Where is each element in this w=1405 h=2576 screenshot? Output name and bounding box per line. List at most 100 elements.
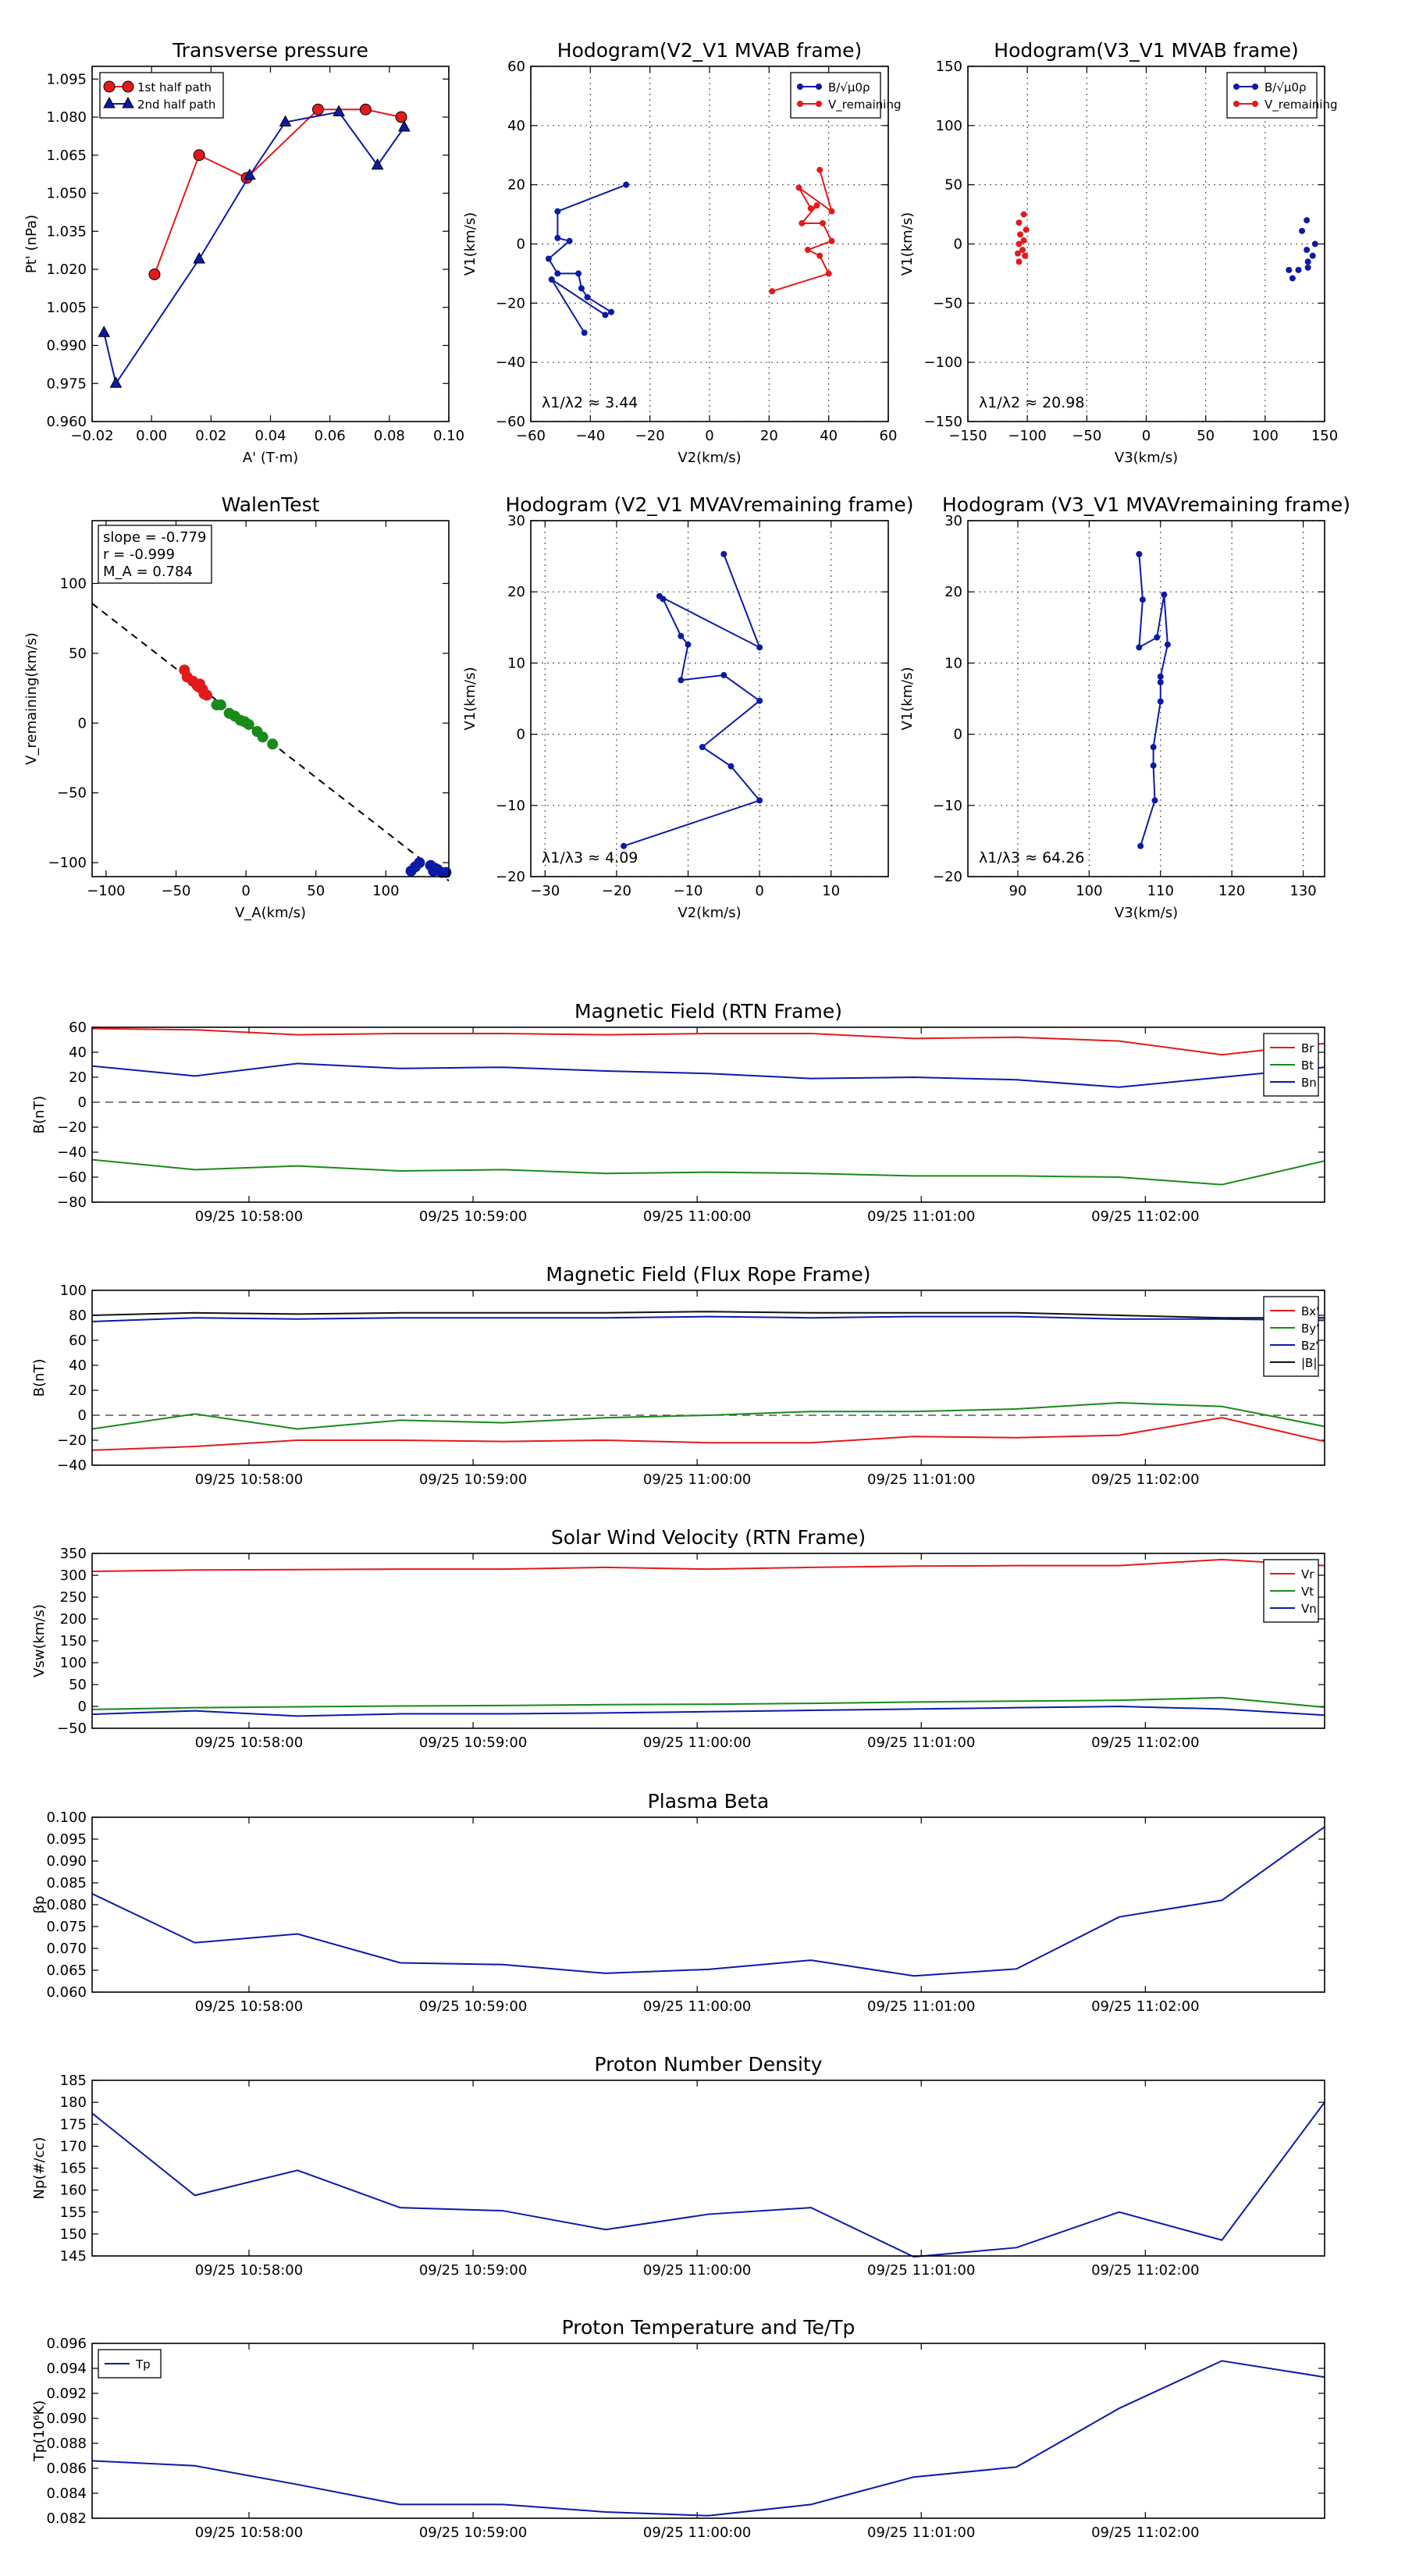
data-point-marker <box>333 105 345 116</box>
data-point-marker <box>816 252 823 259</box>
data-point-marker <box>1022 252 1029 259</box>
data-point-marker <box>1016 240 1023 247</box>
data-point-marker <box>828 208 835 215</box>
data-point-marker <box>820 219 827 226</box>
data-point-marker <box>1161 591 1168 598</box>
x-tick-label: 0.04 <box>254 428 286 444</box>
y-axis-label: Pt' (nPa) <box>23 215 40 273</box>
data-point-marker <box>1136 644 1143 651</box>
y-tick-label: −20 <box>933 869 962 885</box>
legend-label: Bt <box>1301 1059 1314 1073</box>
legend-box <box>99 72 224 119</box>
data-point-marker <box>193 251 205 264</box>
chart-title: Proton Number Density <box>595 2053 823 2076</box>
y-tick-label: −100 <box>48 855 87 871</box>
data-point-marker <box>685 641 692 648</box>
y-tick-label: −60 <box>496 414 525 430</box>
chart-title: Magnetic Field (RTN Frame) <box>574 1000 842 1023</box>
y-tick-label: 0 <box>78 1407 87 1424</box>
x-tick-label: 60 <box>880 428 898 444</box>
y-tick-label: 1.050 <box>46 186 87 202</box>
legend-label: Vt <box>1301 1585 1314 1599</box>
x-tick-label: 100 <box>372 883 399 899</box>
y-tick-label: 0 <box>517 727 525 743</box>
data-point-marker <box>1304 258 1311 265</box>
y-tick-label: −20 <box>496 295 525 311</box>
chart-title: Proton Temperature and Te/Tp <box>562 2316 855 2339</box>
y-axis-label: βp <box>31 1896 48 1914</box>
y-tick-label: 0 <box>78 715 87 731</box>
x-tick-label: 09/25 11:02:00 <box>1091 2262 1199 2279</box>
y-tick-label: 1.080 <box>46 109 87 126</box>
legend-marker <box>1233 101 1240 107</box>
y-axis-label: V1(km/s) <box>899 667 916 730</box>
data-point-marker <box>359 103 372 116</box>
data-point-marker <box>756 644 763 651</box>
x-tick-label: 120 <box>1218 883 1245 899</box>
y-tick-label: 0.090 <box>46 1853 87 1870</box>
series-line-blue <box>623 553 761 847</box>
legend-marker <box>122 80 134 93</box>
axes-frame <box>91 1290 1325 1466</box>
legend-box <box>1226 72 1318 119</box>
y-tick-label: 1.005 <box>46 300 87 316</box>
x-tick-label: −30 <box>530 883 560 899</box>
y-tick-label: 170 <box>60 2138 87 2154</box>
data-point-marker <box>575 270 582 277</box>
legend-label: Vr <box>1301 1567 1314 1582</box>
data-point-marker <box>1299 227 1306 234</box>
y-tick-label: 0.065 <box>46 1962 87 1979</box>
x-tick-label: 0.02 <box>195 428 226 444</box>
chart-title: Solar Wind Velocity (RTN Frame) <box>551 1526 866 1549</box>
y-tick-label: 100 <box>60 1655 87 1671</box>
y-tick-label: −50 <box>57 785 87 802</box>
chart-hodo_v2v1: −60 −40 −20 0 20 40 60 −60 −40 −20 0 20 40 60 Hodogram… <box>462 39 902 466</box>
x-tick-label: 09/25 11:01:00 <box>867 1208 975 1225</box>
data-point-marker <box>756 697 763 704</box>
x-axis-label: V3(km/s) <box>1115 450 1178 466</box>
data-point-marker <box>769 288 776 295</box>
series-line-Vr <box>91 1558 1325 1572</box>
series-line-Bx' <box>91 1417 1325 1451</box>
chart-sw_vel: 09/25 10:58:00 09/25 10:59:00 09/25 11:00:… <box>31 1526 1325 1751</box>
y-tick-label: 350 <box>60 1546 87 1562</box>
data-point-marker <box>279 115 292 126</box>
series-line-Vt <box>91 1696 1325 1710</box>
y-tick-label: 185 <box>60 2073 87 2089</box>
chart-temp: 09/25 10:58:00 09/25 10:59:00 09/25 11:00:… <box>31 2316 1325 2541</box>
data-point-marker <box>1304 217 1311 224</box>
axes-frame <box>91 520 450 877</box>
legend-marker <box>797 101 803 107</box>
data-point-marker <box>1286 266 1293 273</box>
y-tick-label: 250 <box>60 1589 87 1606</box>
data-point-marker <box>1137 842 1144 849</box>
x-tick-label: 09/25 11:01:00 <box>867 1998 975 2015</box>
x-tick-label: 09/25 10:58:00 <box>195 2524 303 2541</box>
axes-frame <box>91 66 450 422</box>
data-point-marker <box>660 596 667 603</box>
x-tick-label: 09/25 11:02:00 <box>1091 1735 1199 1751</box>
chart-title: Magnetic Field (Flux Rope Frame) <box>546 1263 870 1286</box>
x-tick-label: 0.08 <box>374 428 405 444</box>
annotation: λ1/λ3 ≈ 64.26 <box>979 849 1084 866</box>
data-point-marker <box>1304 264 1311 271</box>
chart-beta: 09/25 10:58:00 09/25 10:59:00 09/25 11:00:… <box>31 1790 1325 2015</box>
legend-marker <box>1233 84 1240 90</box>
y-tick-label: 0.990 <box>46 338 87 354</box>
y-tick-label: 1.065 <box>46 148 87 164</box>
y-tick-label: 20 <box>944 584 962 600</box>
data-point-marker <box>566 237 573 244</box>
legend-label: Br <box>1301 1041 1314 1055</box>
y-tick-label: 1.095 <box>46 71 87 87</box>
axes-frame <box>91 2080 1325 2257</box>
chart-density: 09/25 10:58:00 09/25 10:59:00 09/25 11:00:… <box>31 2053 1325 2279</box>
data-point-marker <box>1154 634 1161 641</box>
y-tick-label: 0.088 <box>46 2435 87 2452</box>
x-tick-label: 09/25 10:58:00 <box>195 2262 303 2279</box>
y-tick-label: 0.084 <box>46 2485 87 2502</box>
x-tick-label: 09/25 11:02:00 <box>1091 1998 1199 2015</box>
y-tick-label: 300 <box>60 1567 87 1584</box>
y-tick-label: −50 <box>933 295 962 311</box>
x-tick-label: −60 <box>516 428 546 444</box>
